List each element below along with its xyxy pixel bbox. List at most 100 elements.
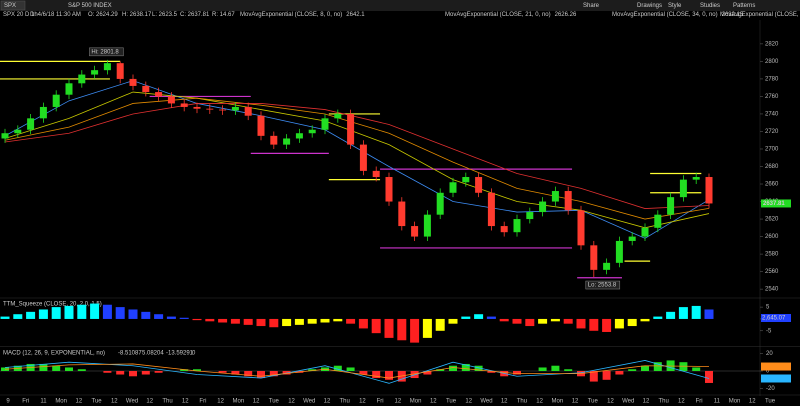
candle-body — [667, 197, 675, 215]
menu-item[interactable]: Drawings — [637, 3, 662, 9]
histogram-bar — [0, 316, 10, 319]
candle-body — [257, 115, 265, 136]
histogram-bar — [51, 307, 61, 319]
y-tick-label: 2600 — [765, 234, 779, 240]
histogram-bar — [564, 369, 573, 371]
histogram-bar — [384, 318, 394, 338]
study-name: MovAvgExponential (CLOSE, 8, 0, no) — [240, 12, 342, 18]
histogram-bar — [704, 309, 714, 319]
histogram-bar — [641, 365, 649, 371]
quote-field: R: 14.67 — [212, 12, 235, 18]
y-tick-label: 2680 — [765, 164, 779, 170]
candle-body — [423, 214, 431, 237]
histogram-bar — [551, 365, 560, 371]
x-tick-label: Mon — [233, 399, 245, 405]
candle-body — [436, 192, 444, 215]
histogram-bar — [333, 318, 343, 322]
histogram-bar — [231, 371, 240, 375]
candle-body — [1, 133, 9, 139]
menu-item[interactable]: Studies — [700, 3, 720, 9]
last-price: 2637.81 — [763, 201, 785, 207]
x-tick-label: 12 — [324, 399, 331, 405]
histogram-bar — [179, 317, 189, 319]
y-tick-label: 2800 — [765, 59, 779, 65]
x-tick-label: 12 — [359, 399, 366, 405]
x-tick-label: 12 — [643, 399, 650, 405]
histogram-bar — [77, 369, 86, 371]
histogram-bar — [26, 311, 36, 319]
candle-body — [539, 201, 547, 213]
histogram-bar — [474, 314, 484, 319]
candle-body — [14, 129, 22, 134]
candle-body — [564, 191, 572, 211]
histogram-bar — [435, 318, 445, 331]
histogram-bar — [141, 371, 150, 375]
candle-body — [679, 179, 687, 198]
chart-title: SPX 20 D 1h — [3, 12, 38, 18]
study-name: MACD (12, 26, 9, EXPONENTIAL, no) — [3, 351, 105, 357]
candle-body — [180, 103, 188, 107]
candle-body — [487, 192, 495, 227]
x-tick-label: Fri — [22, 399, 29, 405]
histogram-bar — [474, 365, 483, 371]
histogram-bar — [423, 371, 432, 375]
moving-average — [4, 91, 710, 229]
study-name: MovAvgExponential (CLOSE, 55, 0, no) — [720, 12, 800, 18]
histogram-bar — [154, 371, 163, 373]
histogram-bar — [448, 318, 458, 324]
y-tick-label: -20 — [766, 386, 775, 392]
histogram-bar — [244, 371, 253, 377]
candle-body — [398, 201, 406, 227]
study-name: MovAvgExponential (CLOSE, 34, 0, no) — [612, 12, 718, 18]
x-tick-label: Tue — [765, 399, 776, 405]
study-value: 0 — [192, 351, 196, 357]
candle-body — [103, 63, 111, 71]
moving-average — [4, 97, 710, 220]
histogram-bar — [333, 365, 342, 371]
histogram-bar — [449, 365, 457, 371]
moving-average — [4, 80, 710, 239]
histogram-bar — [64, 305, 74, 319]
symbol-box[interactable] — [0, 0, 26, 11]
symbol[interactable]: SPX — [4, 3, 16, 9]
candle-body — [206, 108, 214, 110]
histogram-bar — [678, 307, 688, 319]
x-tick-label: 12 — [76, 399, 83, 405]
x-tick-label: 12 — [182, 399, 189, 405]
study-name: MovAvgExponential (CLOSE, 21, 0, no) — [445, 12, 551, 18]
histogram-bar — [39, 363, 48, 371]
histogram-bar — [513, 371, 521, 375]
x-tick-label: Mon — [552, 399, 564, 405]
menu-item[interactable]: Patterns — [733, 3, 755, 9]
histogram-bar — [576, 318, 586, 329]
histogram-bar — [205, 318, 215, 322]
candle-body — [219, 109, 227, 111]
menu-item[interactable]: Style — [668, 3, 682, 9]
candle-body — [692, 177, 700, 180]
low-label: Lo: 2553.8 — [588, 283, 617, 289]
x-tick-label: Thu — [659, 399, 669, 405]
histogram-bar — [77, 304, 87, 319]
menu-item[interactable]: Share — [583, 3, 600, 9]
y-tick-label: -5 — [766, 328, 772, 334]
histogram-bar — [512, 318, 522, 324]
value-badge — [761, 374, 791, 383]
value-badge — [761, 314, 791, 322]
candle-body — [155, 92, 163, 97]
x-tick-label: Tue — [269, 399, 280, 405]
x-tick-label: Fri — [696, 399, 703, 405]
histogram-bar — [705, 371, 713, 383]
histogram-bar — [666, 311, 676, 319]
candle-body — [334, 113, 342, 119]
histogram-bar — [193, 369, 201, 371]
y-tick-label: 0 — [766, 369, 770, 375]
x-tick-label: Fri — [199, 399, 206, 405]
candle-body — [295, 133, 303, 139]
histogram-bar — [129, 371, 137, 377]
candle-body — [526, 212, 534, 220]
candle-body — [270, 135, 278, 145]
quote-field: H: 2638.17 — [122, 12, 152, 18]
histogram-bar — [640, 318, 650, 322]
histogram-bar — [346, 318, 356, 324]
